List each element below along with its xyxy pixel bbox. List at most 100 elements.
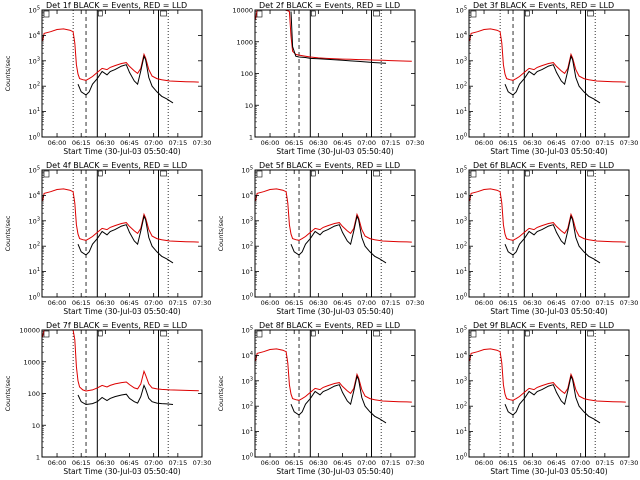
y-axis-label: Counts/sec xyxy=(4,215,12,251)
lld-series-line xyxy=(469,188,626,243)
plot-frame xyxy=(468,9,630,138)
y-tick-label: 103 xyxy=(29,56,40,65)
x-tick-label: 06:15 xyxy=(72,459,91,467)
x-tick-label: 06:00 xyxy=(48,459,67,467)
chart-title: Det 7f BLACK = Events, RED = LLD xyxy=(46,321,187,330)
x-tick-label: 06:00 xyxy=(475,459,494,467)
y-tick-label: 105 xyxy=(456,6,467,15)
lld-series-line xyxy=(255,348,412,403)
start-marker-box xyxy=(256,10,263,18)
y-axis-label: Counts/sec xyxy=(217,215,225,251)
x-tick-label: 06:45 xyxy=(120,459,139,467)
start-marker-box xyxy=(43,10,50,18)
x-axis-label: Start Time (30-Jul-03 05:50:40) xyxy=(276,467,393,476)
x-tick-label: 07:00 xyxy=(571,459,590,467)
y-tick-label: 105 xyxy=(456,326,467,335)
y-tick-label: 10000 xyxy=(232,7,253,15)
y-tick-label: 101 xyxy=(456,267,467,276)
x-tick-label: 07:15 xyxy=(381,139,400,147)
lld-series-line xyxy=(42,28,199,83)
x-tick-label: 07:15 xyxy=(595,139,614,147)
x-tick-label: 06:15 xyxy=(285,139,304,147)
marker-box xyxy=(373,170,380,177)
chart-panel-7: Det 7f BLACK = Events, RED = LLD 1 10 100 10… xyxy=(4,321,212,476)
chart-title: Det 8f BLACK = Events, RED = LLD xyxy=(259,321,400,330)
y-tick-label: 100 xyxy=(241,70,253,78)
x-tick-label: 07:15 xyxy=(595,459,614,467)
y-axis-label: Counts/sec xyxy=(217,375,225,411)
x-tick-label: 07:00 xyxy=(357,459,376,467)
chart-panel-3: Det 3f BLACK = Events, RED = LLD 100 101 10… xyxy=(456,1,639,156)
events-series-line xyxy=(504,374,601,424)
marker-box xyxy=(311,170,316,177)
start-marker-box xyxy=(256,330,263,338)
x-tick-label: 06:15 xyxy=(72,299,91,307)
marker-box xyxy=(160,330,167,337)
y-tick-label: 104 xyxy=(456,191,467,200)
x-tick-label: 07:30 xyxy=(406,299,425,307)
x-tick-label: 06:45 xyxy=(333,139,352,147)
chart-title: Det 4f BLACK = Events, RED = LLD xyxy=(46,161,187,170)
x-tick-label: 07:00 xyxy=(144,299,163,307)
x-tick-label: 06:30 xyxy=(523,299,542,307)
y-tick-label: 10 xyxy=(32,422,40,430)
y-axis-label: Counts/sec xyxy=(4,375,12,411)
x-tick-label: 06:00 xyxy=(261,139,280,147)
x-tick-label: 06:30 xyxy=(96,459,115,467)
plot-frame xyxy=(41,329,203,458)
y-tick-label: 100 xyxy=(242,293,253,302)
x-tick-label: 07:15 xyxy=(595,299,614,307)
x-tick-label: 07:00 xyxy=(571,299,590,307)
y-tick-label: 102 xyxy=(242,242,253,251)
x-tick-label: 06:15 xyxy=(285,459,304,467)
x-axis-label: Start Time (30-Jul-03 05:50:40) xyxy=(63,467,180,476)
events-series-line xyxy=(290,11,387,64)
y-tick-label: 1000 xyxy=(236,38,253,46)
x-tick-label: 06:30 xyxy=(523,459,542,467)
x-tick-label: 06:15 xyxy=(72,139,91,147)
chart-panel-6: Det 6f BLACK = Events, RED = LLD 100 101 10… xyxy=(456,161,639,316)
y-tick-label: 102 xyxy=(456,242,467,251)
y-tick-label: 104 xyxy=(29,31,40,40)
x-tick-label: 06:15 xyxy=(499,139,518,147)
lld-series-line xyxy=(255,188,412,243)
lld-series-line xyxy=(255,10,412,62)
x-tick-label: 07:30 xyxy=(193,139,212,147)
y-tick-label: 10000 xyxy=(19,327,40,335)
start-marker-box xyxy=(43,330,50,338)
x-tick-label: 06:45 xyxy=(547,139,566,147)
x-tick-label: 07:00 xyxy=(144,139,163,147)
start-marker-box xyxy=(470,170,477,178)
y-tick-label: 100 xyxy=(28,390,40,398)
x-tick-label: 06:45 xyxy=(120,139,139,147)
y-tick-label: 104 xyxy=(29,191,40,200)
x-tick-label: 06:30 xyxy=(96,139,115,147)
plot-frame xyxy=(254,169,416,298)
x-tick-label: 07:00 xyxy=(357,299,376,307)
y-tick-label: 105 xyxy=(242,326,253,335)
start-marker-box xyxy=(470,10,477,18)
x-axis-label: Start Time (30-Jul-03 05:50:40) xyxy=(276,307,393,316)
x-tick-label: 06:15 xyxy=(499,459,518,467)
y-tick-label: 105 xyxy=(242,166,253,175)
y-tick-label: 100 xyxy=(456,293,467,302)
y-tick-label: 100 xyxy=(29,293,40,302)
y-tick-label: 105 xyxy=(29,6,40,15)
x-tick-label: 06:30 xyxy=(309,299,328,307)
y-tick-label: 104 xyxy=(242,191,253,200)
x-tick-label: 07:30 xyxy=(193,299,212,307)
chart-panel-5: Det 5f BLACK = Events, RED = LLD 100 101 10… xyxy=(217,161,425,316)
y-tick-label: 1000 xyxy=(23,358,40,366)
marker-box xyxy=(311,10,316,17)
events-series-line xyxy=(77,214,174,264)
x-tick-label: 07:30 xyxy=(193,459,212,467)
y-tick-label: 101 xyxy=(242,427,253,436)
x-tick-label: 07:00 xyxy=(144,459,163,467)
events-series-line xyxy=(290,374,387,424)
marker-box xyxy=(587,10,594,17)
y-tick-label: 104 xyxy=(456,351,467,360)
chart-panel-1: Det 1f BLACK = Events, RED = LLD 100 101 10… xyxy=(4,1,212,156)
y-tick-label: 104 xyxy=(242,351,253,360)
marker-box xyxy=(373,330,380,337)
